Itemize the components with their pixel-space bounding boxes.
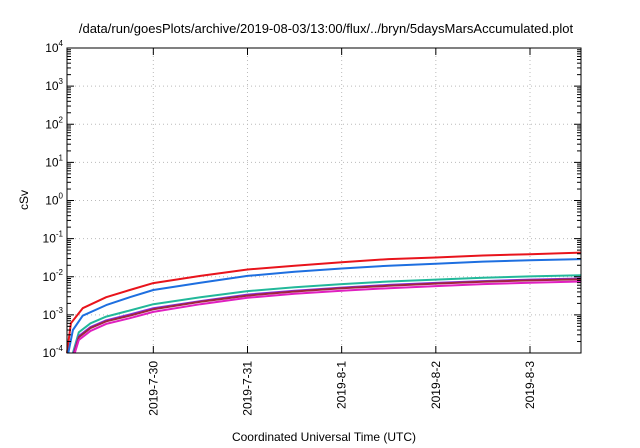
y-tick-label: 10-4 [43,344,64,360]
x-tick-label: 2019-8-1 [335,361,349,409]
series-group [66,251,582,354]
x-axis-label: Coordinated Universal Time (UTC) [232,430,416,444]
x-tick-label: 2019-8-3 [523,361,537,409]
series-line-1 [66,251,582,354]
axis-ticks [67,47,581,354]
y-tick-label: 10-3 [43,306,64,322]
y-tick-label: 10-1 [43,230,64,246]
series-line-6 [73,280,582,354]
y-tick-label: 102 [45,115,63,131]
chart-title: /data/run/goesPlots/archive/2019-08-03/1… [79,21,574,36]
x-tick-label: 2019-8-2 [429,361,443,409]
x-tick-label: 2019-7-31 [240,361,254,416]
y-tick-label: 10-2 [43,268,64,284]
series-line-3 [71,274,582,354]
x-tick-label: 2019-7-30 [146,361,160,416]
y-tick-label: 104 [45,39,63,55]
y-axis-tick-labels: 10-4 10-3 10-2 10-1 100 101 102 103 104 [43,39,64,360]
y-axis-label: cSv [17,190,31,210]
y-tick-label: 103 [45,77,63,93]
y-tick-label: 100 [45,192,63,208]
y-tick-label: 101 [45,153,63,169]
series-line-5 [73,278,582,354]
x-axis-tick-labels: 2019-7-30 2019-7-31 2019-8-1 2019-8-2 2019-8… [146,361,537,416]
series-line-2 [67,258,582,354]
